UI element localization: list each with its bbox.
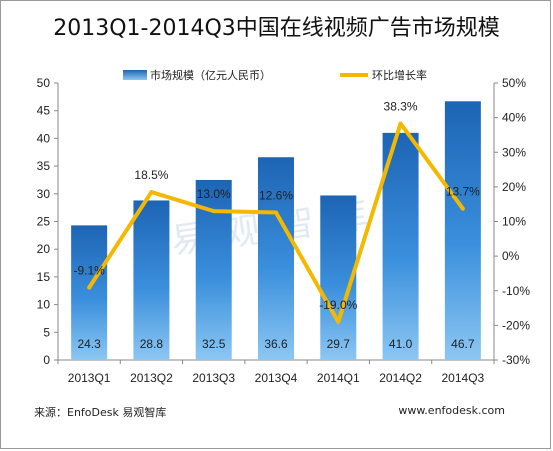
right-tick-label: -20%	[502, 318, 530, 332]
growth-line-series	[87, 121, 465, 324]
legend-bar-swatch	[123, 70, 147, 80]
left-tick-label: 30	[37, 187, 51, 201]
growth-point	[274, 210, 278, 215]
growth-value-label: 18.5%	[134, 168, 168, 182]
growth-point	[460, 206, 465, 211]
bar	[444, 101, 481, 361]
x-tick-label: 2013Q2	[130, 371, 173, 385]
growth-value-label: 12.6%	[259, 188, 293, 202]
growth-point	[398, 121, 403, 126]
right-tick-label: 50%	[502, 76, 526, 90]
left-tick-label: 10	[37, 298, 51, 312]
right-tick-label: 40%	[502, 111, 526, 125]
bar-value-label: 41.0	[389, 337, 413, 351]
bar-value-label: 32.5	[202, 337, 226, 351]
bar	[382, 132, 419, 360]
legend-bar-label: 市场规模（亿元人民币）	[150, 68, 271, 82]
axes-group: 0 5 10 15 20 25 30 35 40 45 50 -30% -20% -10% 0% 10% 20%…	[37, 76, 531, 385]
bar-value-label: 36.6	[264, 337, 288, 351]
legend-line-label: 环比增长率	[372, 68, 427, 82]
source-note: 来源：EnfoDesk 易观智库	[34, 406, 167, 419]
x-tick-label: 2013Q4	[255, 371, 298, 385]
left-tick-label: 15	[37, 270, 51, 284]
left-tick-label: 35	[37, 159, 51, 173]
growth-point	[87, 285, 92, 290]
left-tick-label: 20	[37, 242, 51, 256]
right-tick-label: -10%	[502, 284, 530, 298]
left-tick-label: 0	[43, 353, 50, 367]
left-tick-label: 50	[37, 76, 51, 90]
growth-point	[149, 190, 154, 195]
growth-point	[211, 209, 216, 214]
bar	[258, 157, 294, 360]
growth-value-label: -9.1%	[73, 264, 105, 278]
left-tick-label: 25	[37, 215, 51, 229]
bar-value-label: 29.7	[327, 337, 351, 351]
x-tick-label: 2014Q2	[379, 371, 422, 385]
left-tick-label: 45	[37, 104, 51, 118]
website-note: www.enfodesk.com	[398, 404, 505, 417]
bar	[133, 200, 170, 360]
growth-value-label: -19.0%	[319, 298, 357, 312]
bar-value-label: 28.8	[140, 337, 164, 351]
x-tick-label: 2013Q3	[192, 371, 235, 385]
bar	[71, 225, 108, 360]
right-tick-label: 0%	[502, 249, 520, 263]
growth-value-label: 13.0%	[197, 187, 231, 201]
legend: 市场规模（亿元人民币） 环比增长率	[123, 68, 427, 82]
growth-value-label: 38.3%	[384, 100, 418, 114]
growth-point	[336, 319, 341, 324]
right-tick-label: 10%	[502, 215, 526, 229]
bar-series	[71, 101, 481, 361]
bar-value-label: 24.3	[77, 337, 101, 351]
left-tick-label: 5	[43, 325, 50, 339]
x-tick-label: 2014Q1	[317, 371, 360, 385]
growth-value-label: 13.7%	[446, 185, 480, 199]
right-tick-label: -30%	[502, 353, 530, 367]
left-tick-label: 40	[37, 131, 51, 145]
x-tick-label: 2014Q3	[442, 371, 485, 385]
chart-title: 2013Q1-2014Q3中国在线视频广告市场规模	[53, 16, 500, 41]
right-tick-label: 20%	[502, 180, 526, 194]
data-labels: 24.3 28.8 32.5 36.6 29.7 41.0 46.7 -9.1% 18.5% 13…	[73, 100, 480, 351]
right-tick-label: 30%	[502, 145, 526, 159]
bar-value-label: 46.7	[451, 337, 475, 351]
x-tick-label: 2013Q1	[68, 371, 111, 385]
